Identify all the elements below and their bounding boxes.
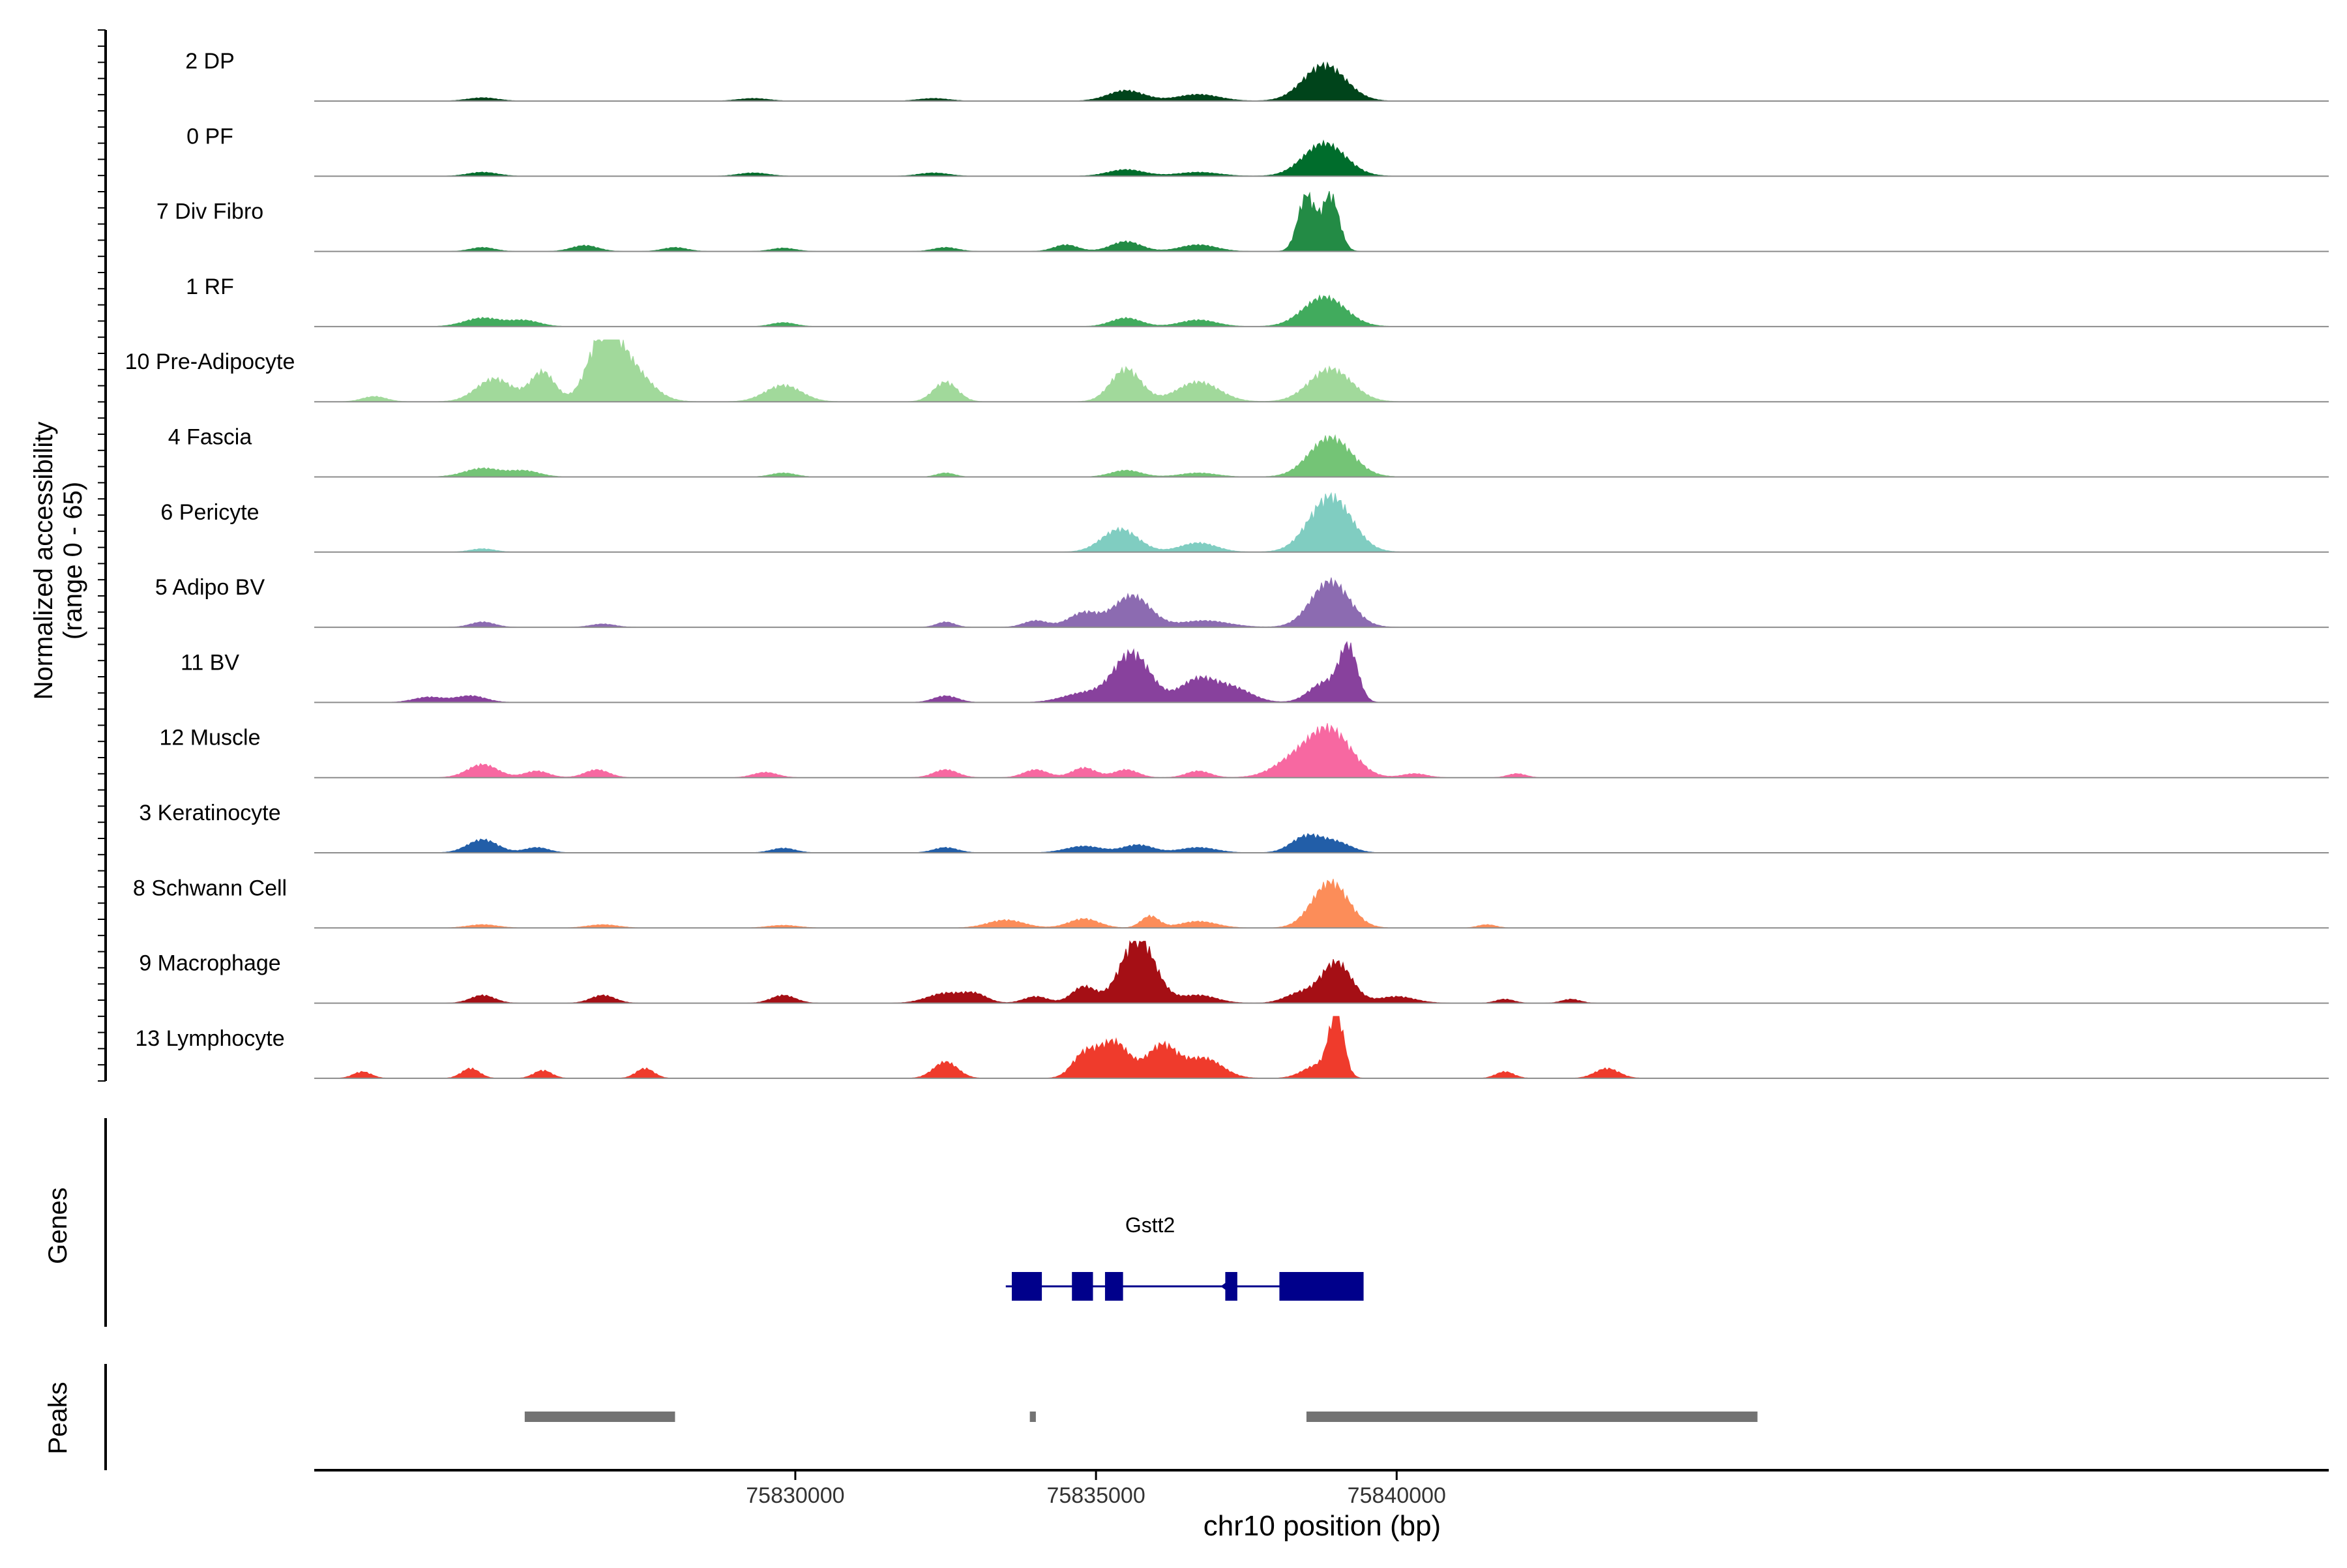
- track-6: 4 Fascia: [168, 425, 2329, 478]
- y-axis: [98, 29, 107, 1082]
- gene-gstt2: Gstt2: [1005, 1213, 1364, 1301]
- track-label: 8 Schwann Cell: [133, 876, 287, 900]
- gene-exon: [1104, 1272, 1123, 1301]
- track-9: 11 BV: [181, 641, 2329, 703]
- gene-exon: [1011, 1272, 1042, 1301]
- coverage-area: [314, 833, 2329, 853]
- track-label: 1 RF: [186, 274, 234, 299]
- track-label: 12 Muscle: [160, 726, 261, 750]
- peaks-axis-label: Peaks: [44, 1382, 72, 1454]
- genes-axis-label: Genes: [44, 1187, 72, 1264]
- track-10: 12 Muscle: [160, 723, 2329, 778]
- coverage-area: [314, 641, 2329, 703]
- coverage-tracks: 2 DP 0 PF 7 Div Fibro 1 RF 10 Pre-Adipocyte 4…: [125, 49, 2329, 1079]
- track-12: 8 Schwann Cell: [133, 876, 2329, 929]
- track-7: 6 Pericyte: [160, 492, 2329, 553]
- coverage-area: [314, 339, 2329, 402]
- x-tick-label: 75840000: [1348, 1483, 1446, 1508]
- track-3: 7 Div Fibro: [156, 191, 2329, 252]
- x-axis-label: chr10 position (bp): [1203, 1510, 1441, 1542]
- track-8: 5 Adipo BV: [155, 575, 2329, 629]
- peak-region: [524, 1412, 675, 1422]
- track-13: 9 Macrophage: [139, 940, 2329, 1004]
- track-label: 7 Div Fibro: [156, 200, 263, 224]
- x-tick-label: 75835000: [1046, 1483, 1145, 1508]
- coverage-area: [314, 434, 2329, 477]
- track-4: 1 RF: [186, 274, 2329, 327]
- gene-track: Gstt2: [104, 1118, 1364, 1327]
- y-axis-label-line2: (range 0 - 65): [59, 482, 87, 640]
- track-label: 2 DP: [185, 49, 235, 74]
- coverage-area: [314, 940, 2329, 1004]
- coverage-area: [314, 191, 2329, 252]
- strand-arrow: [1076, 1279, 1088, 1294]
- x-tick-label: 75830000: [746, 1483, 844, 1508]
- coverage-area: [314, 1016, 2329, 1079]
- coverage-area: [314, 723, 2329, 778]
- gene-exon: [1072, 1272, 1093, 1301]
- track-11: 3 Keratinocyte: [139, 801, 2329, 853]
- track-label: 4 Fascia: [168, 425, 252, 450]
- gene-exon: [1279, 1272, 1364, 1301]
- coverage-area: [314, 878, 2329, 928]
- peak-track: [104, 1364, 1758, 1470]
- gene-name-label: Gstt2: [1125, 1213, 1175, 1237]
- track-1: 2 DP: [185, 49, 2329, 102]
- gene-exon: [1225, 1272, 1237, 1301]
- track-label: 13 Lymphocyte: [135, 1026, 284, 1051]
- track-2: 0 PF: [186, 124, 2329, 177]
- coverage-area: [314, 294, 2329, 327]
- coverage-area: [314, 577, 2329, 628]
- strand-arrow: [1220, 1279, 1232, 1294]
- track-label: 9 Macrophage: [139, 951, 280, 976]
- track-label: 11 BV: [181, 650, 239, 675]
- coverage-area: [314, 492, 2329, 553]
- track-label: 0 PF: [186, 124, 233, 149]
- coverage-area: [314, 61, 2329, 102]
- track-label: 5 Adipo BV: [155, 575, 265, 600]
- coverage-area: [314, 139, 2329, 177]
- track-label: 10 Pre-Adipocyte: [125, 349, 295, 374]
- track-14: 13 Lymphocyte: [135, 1016, 2329, 1079]
- track-label: 3 Keratinocyte: [139, 801, 280, 825]
- peak-region: [1306, 1412, 1758, 1422]
- y-axis-label-line1: Normalized accessibility: [29, 422, 58, 700]
- x-axis: 75830000 75835000 75840000: [314, 1469, 2329, 1508]
- track-5: 10 Pre-Adipocyte: [125, 339, 2329, 403]
- peak-region: [1029, 1412, 1036, 1422]
- track-label: 6 Pericyte: [160, 500, 259, 525]
